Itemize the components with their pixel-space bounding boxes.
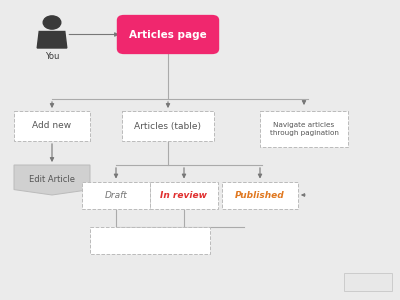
Text: Add new: Add new <box>32 122 72 130</box>
Bar <box>122 111 214 141</box>
Text: Edit Article: Edit Article <box>29 176 75 184</box>
Bar <box>82 182 150 208</box>
Bar <box>90 226 210 254</box>
Polygon shape <box>14 165 90 195</box>
Polygon shape <box>37 32 67 48</box>
Text: Articles page: Articles page <box>129 29 207 40</box>
Text: Articles (table): Articles (table) <box>134 122 202 130</box>
Bar <box>344 273 392 291</box>
Bar <box>260 111 348 147</box>
Text: You: You <box>45 52 59 61</box>
Bar <box>222 182 298 208</box>
Circle shape <box>43 16 61 29</box>
Bar <box>150 182 218 208</box>
Text: In review: In review <box>160 190 208 200</box>
FancyBboxPatch shape <box>117 15 219 54</box>
Text: Draft: Draft <box>105 190 127 200</box>
Text: Published: Published <box>235 190 285 200</box>
Text: Navigate articles
through pagination: Navigate articles through pagination <box>270 122 338 136</box>
Bar <box>14 111 90 141</box>
